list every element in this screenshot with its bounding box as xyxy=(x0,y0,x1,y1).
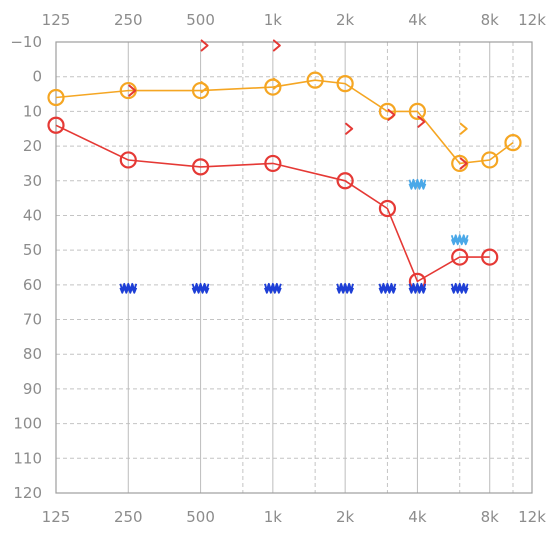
chevron-marker xyxy=(417,115,426,128)
circle-point xyxy=(481,248,499,266)
circle-point xyxy=(264,154,282,173)
chevron-marker xyxy=(459,122,468,135)
chevron-marker xyxy=(272,39,281,52)
noise-zigzag-bottom xyxy=(191,286,210,294)
noise-zigzag-bottom xyxy=(450,286,469,294)
circle-point xyxy=(119,151,137,169)
noise-marker xyxy=(450,234,469,246)
y-tick-label: 120 xyxy=(13,484,42,502)
circle-point xyxy=(191,158,210,176)
grid xyxy=(55,41,533,494)
y-tick-label: 20 xyxy=(23,137,42,155)
y-tick-label: 80 xyxy=(23,345,42,363)
circle-point xyxy=(47,88,65,107)
x-tick-label-bottom: 250 xyxy=(114,508,143,526)
y-tick-label: 50 xyxy=(23,241,42,259)
noise-marker xyxy=(378,282,397,294)
chevron-marker xyxy=(272,77,281,90)
tick-labels: −100102030405060708090100110120125125250… xyxy=(10,11,546,526)
x-tick-label-bottom: 4k xyxy=(408,508,427,526)
noise-zigzag-top xyxy=(408,282,427,291)
circle-point xyxy=(47,116,65,134)
noise-zigzag-bottom xyxy=(408,182,427,190)
x-tick-label-bottom: 500 xyxy=(186,508,215,526)
series-line-1 xyxy=(55,124,490,283)
noise-marker xyxy=(119,282,138,294)
noise-zigzag-bottom xyxy=(336,286,354,294)
chevron-marker xyxy=(200,81,209,94)
noise-zigzag-top xyxy=(119,282,138,291)
chevron-marker xyxy=(345,122,354,135)
x-tick-label-top: 8k xyxy=(481,11,500,29)
x-tick-label-top: 12k xyxy=(518,11,546,29)
x-tick-label-bottom: 125 xyxy=(42,508,71,526)
chevron-marker xyxy=(128,84,137,97)
series-markers xyxy=(47,39,522,294)
x-tick-label-top: 500 xyxy=(186,11,215,29)
noise-zigzag-top xyxy=(450,234,469,243)
y-tick-label: 70 xyxy=(23,311,42,329)
circle-point xyxy=(408,102,427,120)
chevron-marker xyxy=(387,108,396,121)
x-tick-label-top: 125 xyxy=(42,11,71,29)
plot-frame xyxy=(55,41,533,494)
circle-point xyxy=(191,81,210,100)
circle-point xyxy=(306,71,324,89)
noise-zigzag-bottom xyxy=(408,286,427,294)
circle-point xyxy=(504,134,522,152)
noise-marker xyxy=(450,282,469,294)
noise-zigzag-bottom xyxy=(378,286,397,294)
noise-zigzag-bottom xyxy=(264,286,282,294)
circle-point xyxy=(451,248,469,266)
noise-zigzag-bottom xyxy=(119,286,138,294)
y-tick-label: 40 xyxy=(23,206,42,224)
circle-point xyxy=(336,75,354,93)
circle-point xyxy=(378,102,397,120)
noise-zigzag-top xyxy=(450,282,469,291)
y-tick-label: 110 xyxy=(13,449,42,467)
chevron-marker xyxy=(200,39,209,52)
circle-point xyxy=(378,199,397,218)
noise-zigzag-top xyxy=(408,178,427,187)
noise-zigzag-top xyxy=(378,282,397,291)
noise-marker xyxy=(336,282,354,294)
x-tick-label-top: 2k xyxy=(336,11,355,29)
y-tick-label: 10 xyxy=(23,102,42,120)
circle-point xyxy=(264,78,282,96)
noise-marker xyxy=(264,282,282,294)
noise-marker xyxy=(408,282,427,294)
y-tick-label: 90 xyxy=(23,380,42,398)
series-line-0 xyxy=(55,79,514,165)
y-tick-label: 0 xyxy=(32,68,42,86)
noise-zigzag-top xyxy=(336,282,354,291)
x-tick-label-bottom: 2k xyxy=(336,508,355,526)
noise-zigzag-top xyxy=(191,282,210,291)
y-tick-label: 30 xyxy=(23,172,42,190)
y-tick-label: 60 xyxy=(23,276,42,294)
x-tick-label-top: 250 xyxy=(114,11,143,29)
x-tick-label-bottom: 8k xyxy=(481,508,500,526)
circle-point xyxy=(481,151,499,169)
noise-zigzag-bottom xyxy=(450,238,469,246)
y-tick-label: −10 xyxy=(10,33,42,51)
circle-point xyxy=(336,172,354,190)
y-tick-label: 100 xyxy=(13,415,42,433)
noise-marker xyxy=(191,282,210,294)
x-tick-label-bottom: 12k xyxy=(518,508,546,526)
noise-marker xyxy=(408,178,427,190)
series-lines xyxy=(55,79,514,283)
noise-zigzag-top xyxy=(264,282,282,291)
x-tick-label-top: 4k xyxy=(408,11,427,29)
x-tick-label-bottom: 1k xyxy=(264,508,283,526)
chevron-marker xyxy=(459,157,468,170)
x-tick-label-top: 1k xyxy=(264,11,283,29)
